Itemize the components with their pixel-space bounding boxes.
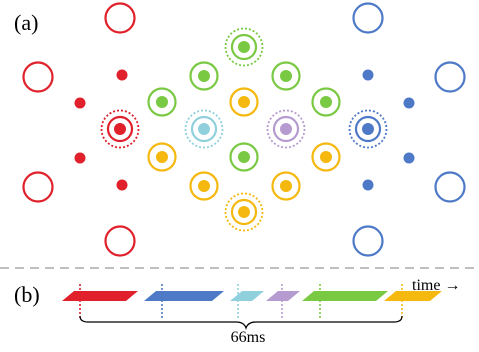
yellow-marker-1-dot [238, 96, 250, 108]
cyan-target-ring [190, 115, 218, 143]
panel-a-diagram [22, 2, 466, 257]
panel-a-label: (a) [14, 10, 38, 35]
yellow-marker-2-ring [147, 142, 177, 172]
red-empty-ring-2 [22, 61, 54, 93]
red-target-dot [114, 123, 126, 135]
purple-target-outer-dashed-ring [266, 109, 306, 149]
cyan-target-outer-dashed-ring [184, 109, 224, 149]
yellow-marker-2-dot [156, 151, 168, 163]
timeline-segment-2 [144, 291, 224, 301]
green-marker-3-dot [280, 70, 292, 82]
green-marker-2-dot [198, 70, 210, 82]
yellow-target-dot [238, 206, 250, 218]
red-dot-2 [74, 97, 86, 109]
yellow-target-ring [230, 198, 258, 226]
yellow-marker-5-dot [320, 151, 332, 163]
blue-target-dot [362, 123, 374, 135]
green-target-outer-dashed-ring [224, 27, 264, 67]
red-dot-1 [116, 69, 128, 81]
yellow-marker-3-dot [198, 180, 210, 192]
timeline-segment-4 [266, 291, 300, 301]
blue-target-outer-dashed-ring [348, 109, 388, 149]
timeline-segment-5 [302, 291, 388, 301]
blue-dot-4 [362, 179, 374, 191]
blue-dot-2 [403, 97, 415, 109]
blue-target-ring [354, 115, 382, 143]
green-marker-5-ring [229, 142, 259, 172]
red-empty-ring-3 [22, 171, 54, 203]
green-marker-4-ring [311, 87, 341, 117]
green-marker-2-ring [189, 61, 219, 91]
yellow-target-outer-dashed-ring [224, 192, 264, 232]
red-empty-ring-1 [104, 2, 136, 34]
blue-empty-ring-4 [352, 225, 384, 257]
yellow-marker-1-ring [229, 87, 259, 117]
red-target-outer-dashed-ring [100, 109, 140, 149]
panel-b-label: (b) [14, 282, 40, 307]
timeline-segment-1 [62, 291, 138, 301]
red-target-ring [106, 115, 134, 143]
duration-brace [79, 315, 403, 330]
red-dot-4 [116, 179, 128, 191]
blue-dot-1 [362, 69, 374, 81]
blue-dot-3 [403, 152, 415, 164]
duration-label: 66ms [231, 329, 266, 346]
purple-target-ring [272, 115, 300, 143]
yellow-marker-3-ring [189, 171, 219, 201]
green-target-dot [238, 41, 250, 53]
red-dot-3 [74, 152, 86, 164]
cyan-target-dot [198, 123, 210, 135]
yellow-marker-5-ring [311, 142, 341, 172]
green-marker-4-dot [320, 96, 332, 108]
yellow-marker-4-ring [271, 171, 301, 201]
blue-empty-ring-3 [434, 171, 466, 203]
purple-target-dot [280, 123, 292, 135]
green-marker-5-dot [238, 151, 250, 163]
green-marker-1-dot [156, 96, 168, 108]
green-marker-3-ring [271, 61, 301, 91]
time-axis-label: time → [412, 277, 460, 294]
green-target-ring [230, 33, 258, 61]
blue-empty-ring-2 [434, 61, 466, 93]
yellow-marker-4-dot [280, 180, 292, 192]
timeline-segment-3 [230, 291, 264, 301]
red-empty-ring-4 [104, 225, 136, 257]
blue-empty-ring-1 [352, 2, 384, 34]
panel-b-timeline [62, 284, 442, 330]
green-marker-1-ring [147, 87, 177, 117]
timeline-segment-6 [384, 291, 442, 301]
